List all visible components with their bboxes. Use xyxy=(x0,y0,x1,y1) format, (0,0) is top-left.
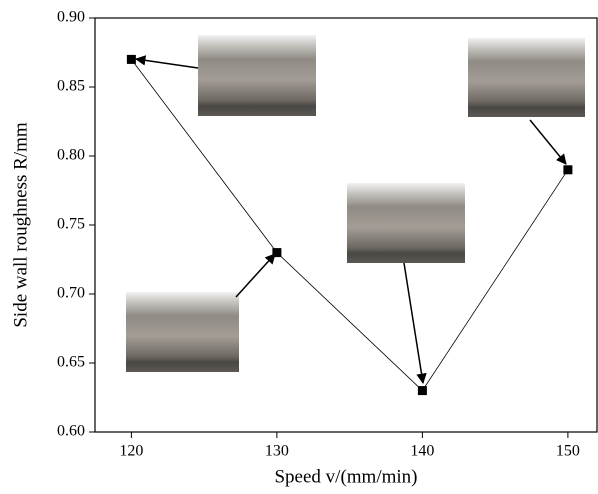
y-tick-label: 0.65 xyxy=(57,354,85,371)
inset-photo xyxy=(126,292,239,372)
inset-photo xyxy=(347,183,465,263)
x-axis-title: Speed v/(mm/min) xyxy=(274,466,417,487)
y-tick-label: 0.90 xyxy=(57,9,85,26)
x-tick-label: 140 xyxy=(410,443,434,460)
point-marker xyxy=(417,386,427,396)
arrow xyxy=(529,119,567,165)
inset-photos xyxy=(126,35,585,385)
y-tick-label: 0.85 xyxy=(57,78,85,95)
point-marker xyxy=(563,165,573,175)
inset-photo xyxy=(468,38,585,117)
arrow xyxy=(235,253,276,298)
y-tick-label: 0.70 xyxy=(57,285,85,302)
y-tick-label: 0.75 xyxy=(57,216,85,233)
y-axis-title: Side wall roughness R/mm xyxy=(10,122,31,328)
inset-photo xyxy=(198,35,316,116)
x-tick-label: 130 xyxy=(265,443,289,460)
arrow xyxy=(134,55,199,69)
point-marker xyxy=(272,248,282,258)
point-marker xyxy=(126,54,136,64)
y-tick-label: 0.80 xyxy=(57,147,85,164)
x-tick-label: 150 xyxy=(556,443,580,460)
y-tick-label: 0.60 xyxy=(57,423,85,440)
arrow xyxy=(403,262,427,385)
x-tick-label: 120 xyxy=(119,443,143,460)
series-line xyxy=(131,59,569,392)
